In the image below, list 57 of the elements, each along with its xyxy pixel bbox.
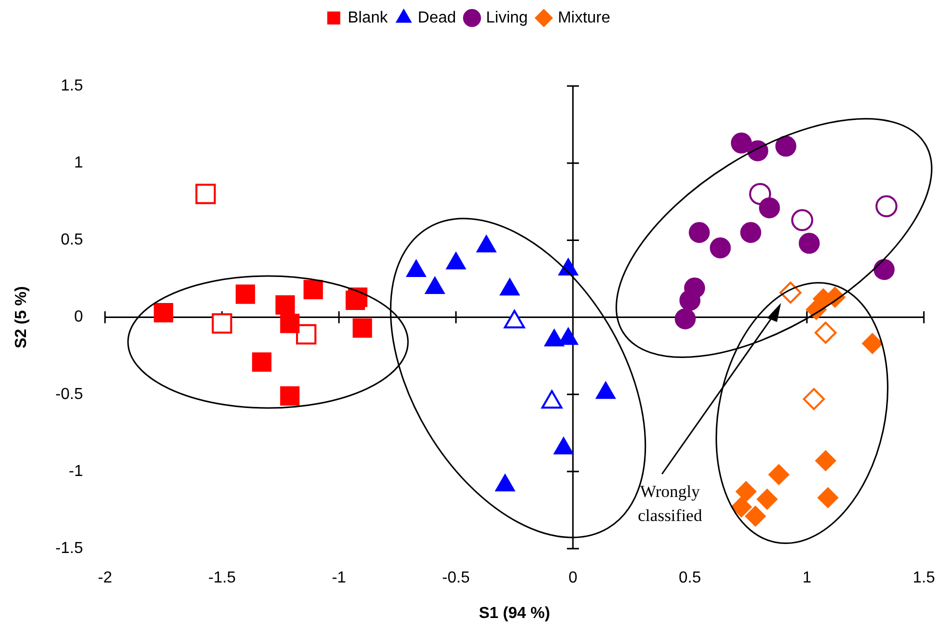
point xyxy=(688,222,710,243)
y-tick-label: 1.5 xyxy=(60,77,84,94)
point xyxy=(802,388,825,410)
point xyxy=(791,209,814,232)
point xyxy=(730,496,752,518)
point xyxy=(875,195,898,218)
point xyxy=(710,237,731,258)
y-tick-label: 0 xyxy=(74,308,84,326)
point xyxy=(275,295,295,315)
point xyxy=(280,314,300,334)
x-tick-label: -1 xyxy=(332,570,346,587)
point xyxy=(817,487,838,508)
point xyxy=(154,302,174,322)
point xyxy=(874,259,895,280)
x-tick-label: -0.5 xyxy=(442,570,470,587)
point xyxy=(747,140,768,162)
point xyxy=(736,481,757,502)
point xyxy=(212,313,232,334)
point xyxy=(862,333,883,354)
x-tick-label: 1.5 xyxy=(912,570,936,587)
x-tick-label: 0 xyxy=(568,570,578,587)
point xyxy=(740,222,762,243)
point xyxy=(280,386,300,406)
point xyxy=(798,232,820,254)
point xyxy=(756,488,778,510)
y-tick-label: -0.5 xyxy=(55,386,84,403)
x-tick-label: -1.5 xyxy=(208,570,236,587)
annotation: Wrongly classified xyxy=(636,481,704,527)
legend-label: Living xyxy=(486,9,528,26)
y-tick-label: 1 xyxy=(74,154,84,172)
x-axis-title: S1 (94 %) xyxy=(478,604,550,622)
point xyxy=(352,318,372,338)
point xyxy=(775,136,796,157)
y-tick-label: -1 xyxy=(68,462,84,480)
point xyxy=(346,290,366,310)
y-axis-title: S2 (5 %) xyxy=(13,286,30,348)
point xyxy=(679,290,700,311)
point xyxy=(815,450,836,472)
legend-label: Dead xyxy=(418,9,456,26)
point xyxy=(304,280,323,300)
point xyxy=(674,308,696,330)
point xyxy=(814,322,837,344)
x-tick-label: 1 xyxy=(802,570,812,587)
point xyxy=(744,506,766,527)
y-tick-label: -1.5 xyxy=(55,540,84,558)
point xyxy=(296,324,316,344)
legend-label: Mixture xyxy=(558,9,610,26)
point xyxy=(730,132,752,154)
point xyxy=(758,197,780,218)
point xyxy=(195,184,216,204)
point xyxy=(768,464,790,486)
legend-label: Blank xyxy=(348,9,389,26)
point xyxy=(236,284,256,304)
x-tick-label: 0.5 xyxy=(678,570,702,587)
x-tick-label: -2 xyxy=(98,570,112,587)
point xyxy=(252,352,272,372)
y-tick-label: 0.5 xyxy=(60,232,84,249)
